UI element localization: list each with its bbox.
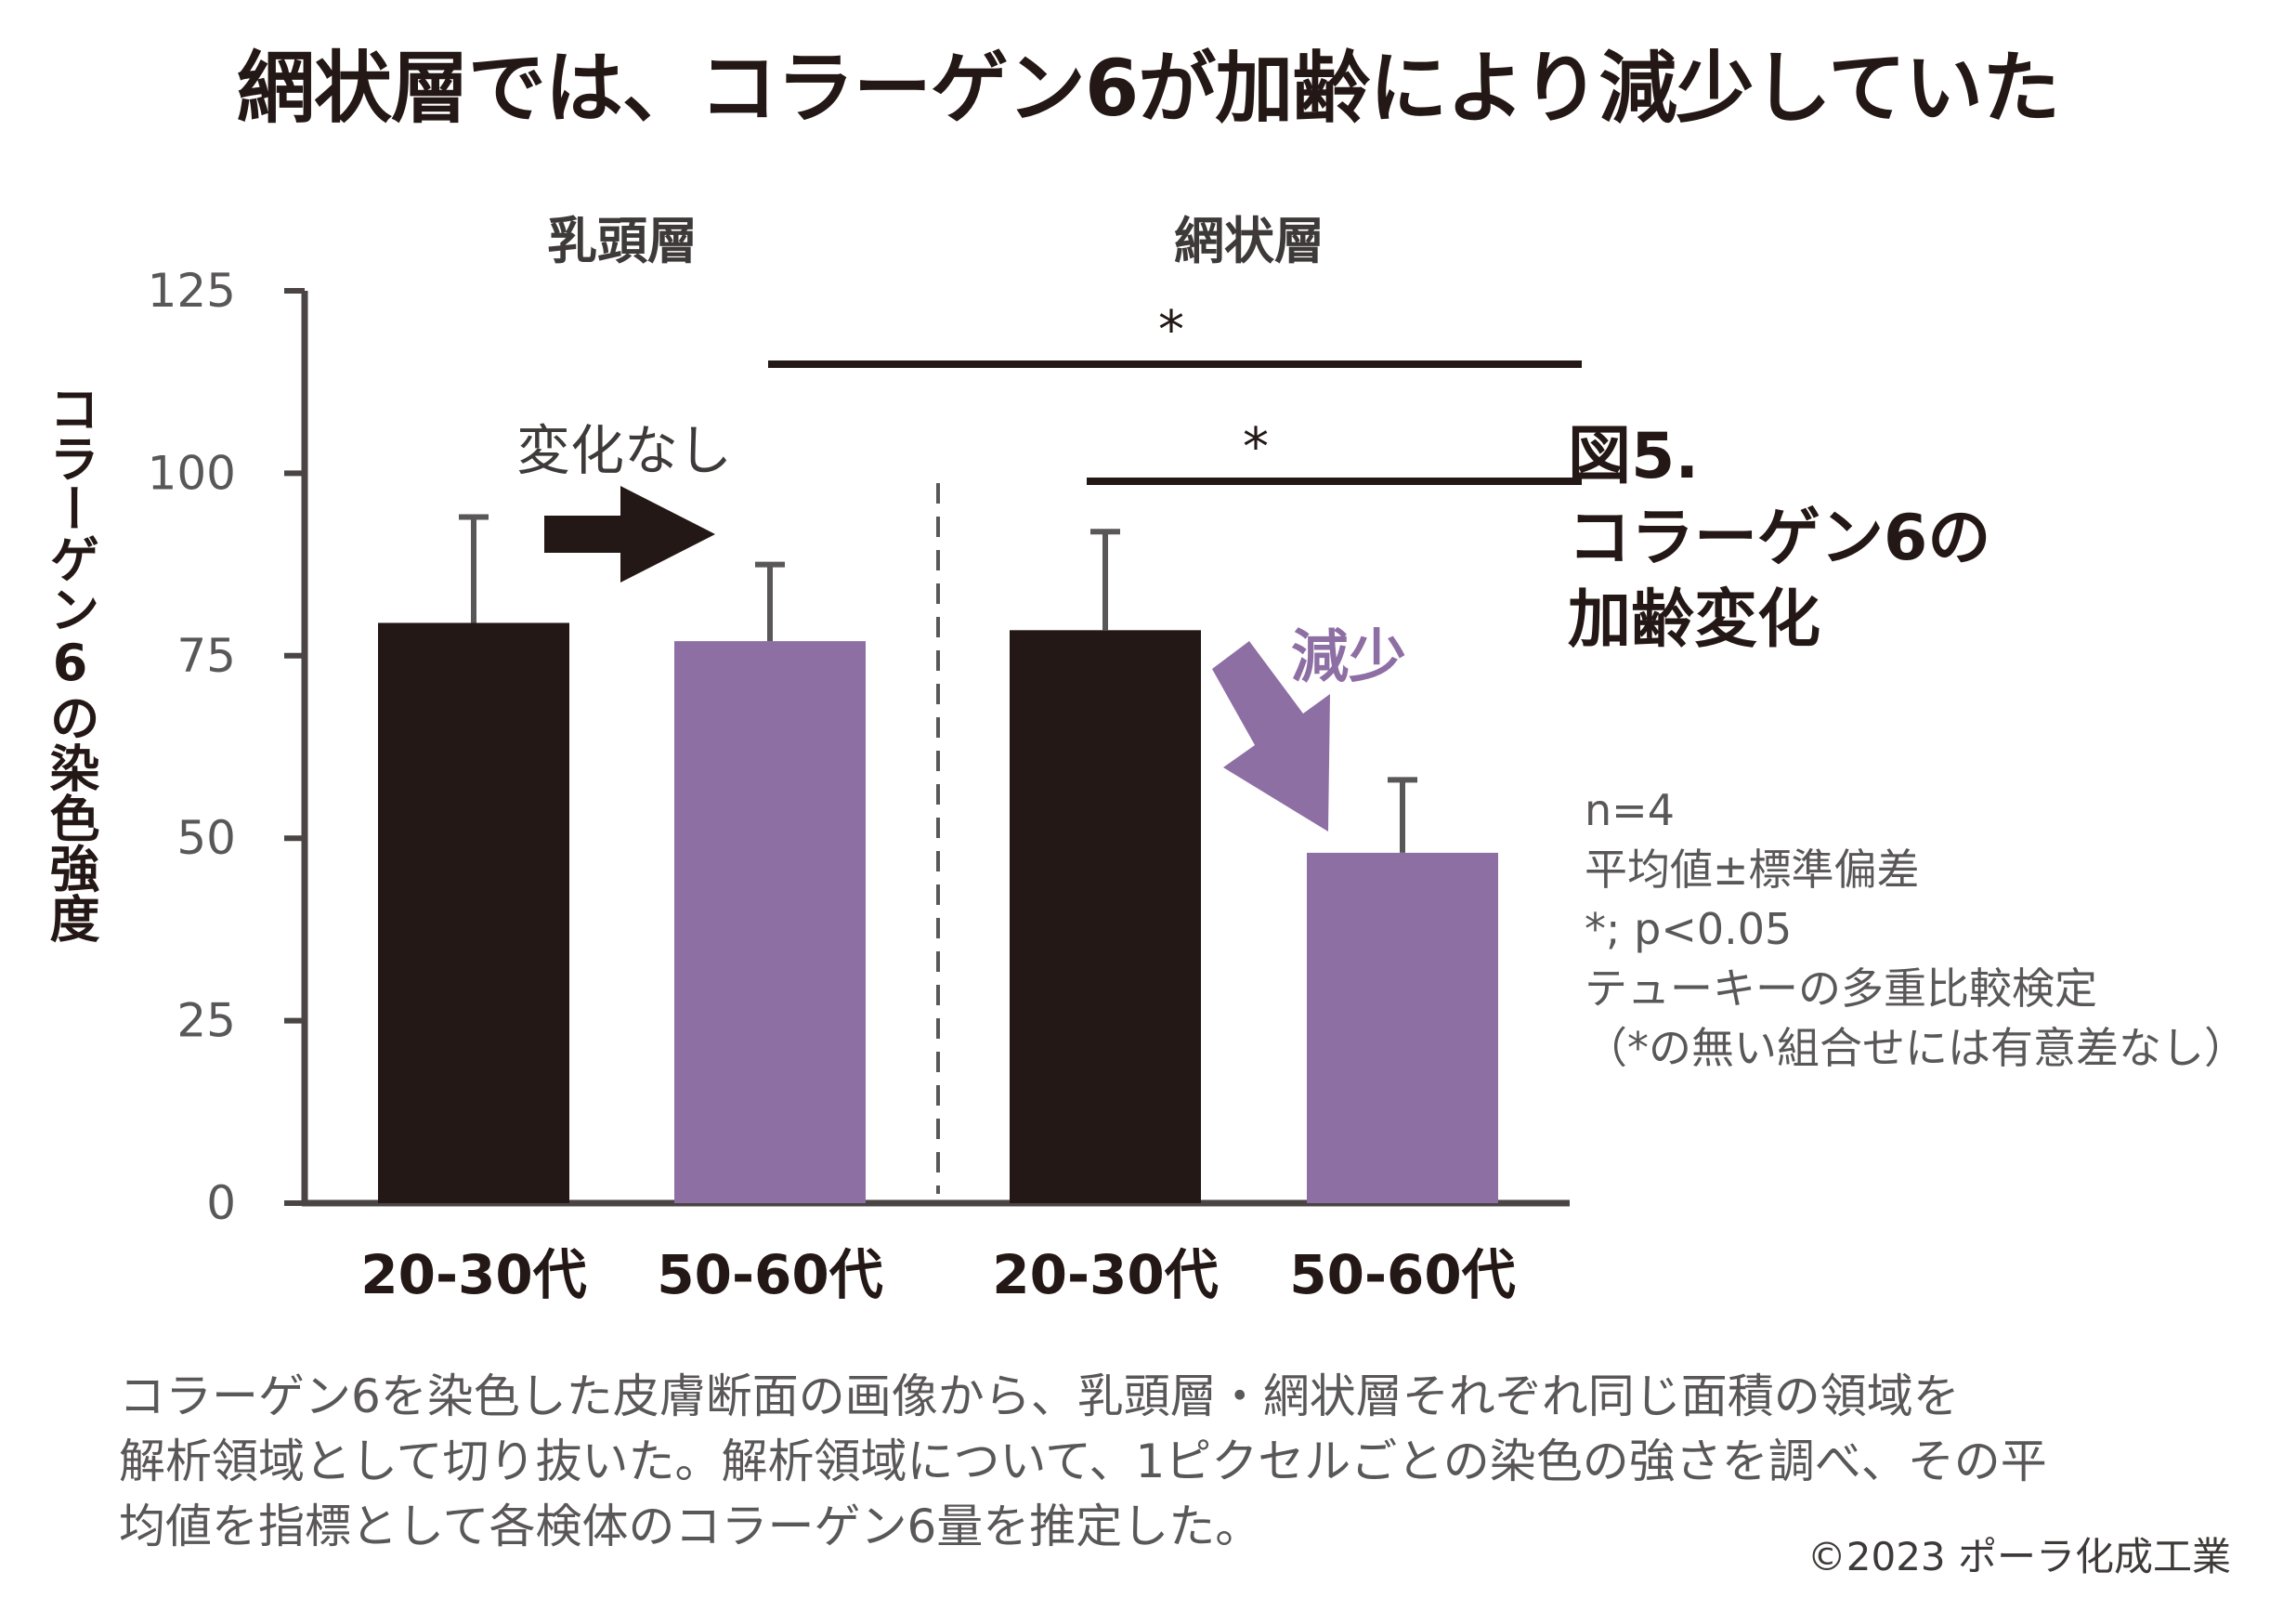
group-label: 網状層	[1174, 212, 1324, 270]
y-tick-label: 75	[176, 629, 236, 683]
significance-mark: *	[1158, 300, 1184, 360]
bar	[674, 641, 866, 1203]
note-line: 平均値±標準偏差	[1585, 845, 1920, 895]
caption-line: 解析領域として切り抜いた。解析領域について、1ピクセルごとの染色の強さを調べ、そ…	[119, 1434, 2047, 1488]
y-tick-label: 50	[176, 811, 236, 865]
figure-label-line1: 図5.	[1568, 420, 1700, 493]
y-tick-label: 0	[206, 1176, 236, 1230]
figure-label-line3: 加齢変化	[1568, 583, 1821, 657]
x-tick-label: 50-60代	[657, 1243, 883, 1306]
y-tick-label: 25	[176, 994, 236, 1048]
note-line: （*の無い組合せには有意差なし）	[1585, 1023, 2247, 1073]
x-tick-label: 20-30代	[360, 1243, 587, 1306]
group-label: 乳頭層	[547, 212, 698, 270]
page-title: 網状層では、コラーゲン6が加齢により減少していた	[236, 43, 2060, 134]
note-line: *; p<0.05	[1585, 904, 1793, 954]
decrease-label: 減少	[1291, 622, 1406, 690]
bar-chart: 0 25 50 75 100 125 乳頭層 20-30代 50-60代 網状層 20-30代 50-…	[148, 212, 1582, 1306]
figure-label: 図5. コラーゲン6の 加齢変化	[1568, 416, 1990, 661]
figure-caption: コラーゲン6を染色した皮膚断面の画像から、乳頭層・網状層それぞれ同じ面積の領域を…	[119, 1364, 2255, 1559]
note-line: n=4	[1585, 785, 1675, 835]
bar	[1010, 630, 1201, 1203]
x-tick-label: 20-30代	[992, 1243, 1219, 1306]
caption-line: コラーゲン6を染色した皮膚断面の画像から、乳頭層・網状層それぞれ同じ面積の領域を	[119, 1369, 1960, 1423]
right-arrow-icon	[544, 486, 715, 583]
down-right-arrow-icon	[1212, 641, 1330, 832]
y-tick-label: 100	[148, 446, 236, 500]
bar	[378, 622, 569, 1203]
y-axis-label: コラーゲン6の染色強度	[41, 383, 99, 943]
bar	[1307, 852, 1498, 1203]
x-tick-label: 50-60代	[1289, 1243, 1516, 1306]
note-line: テューキーの多重比較検定	[1585, 963, 2097, 1014]
significance-mark: *	[1243, 417, 1269, 478]
copyright-text: ©2023 ポーラ化成工業	[1807, 1534, 2231, 1579]
y-tick-label: 125	[148, 264, 236, 318]
statistics-notes: n=4 平均値±標準偏差 *; p<0.05 テューキーの多重比較検定 （*の無…	[1585, 780, 2247, 1078]
figure-label-line2: コラーゲン6の	[1568, 502, 1991, 575]
caption-line: 均値を指標として各検体のコラーゲン6量を推定した。	[119, 1500, 1262, 1553]
no-change-label: 変化なし	[516, 419, 732, 482]
